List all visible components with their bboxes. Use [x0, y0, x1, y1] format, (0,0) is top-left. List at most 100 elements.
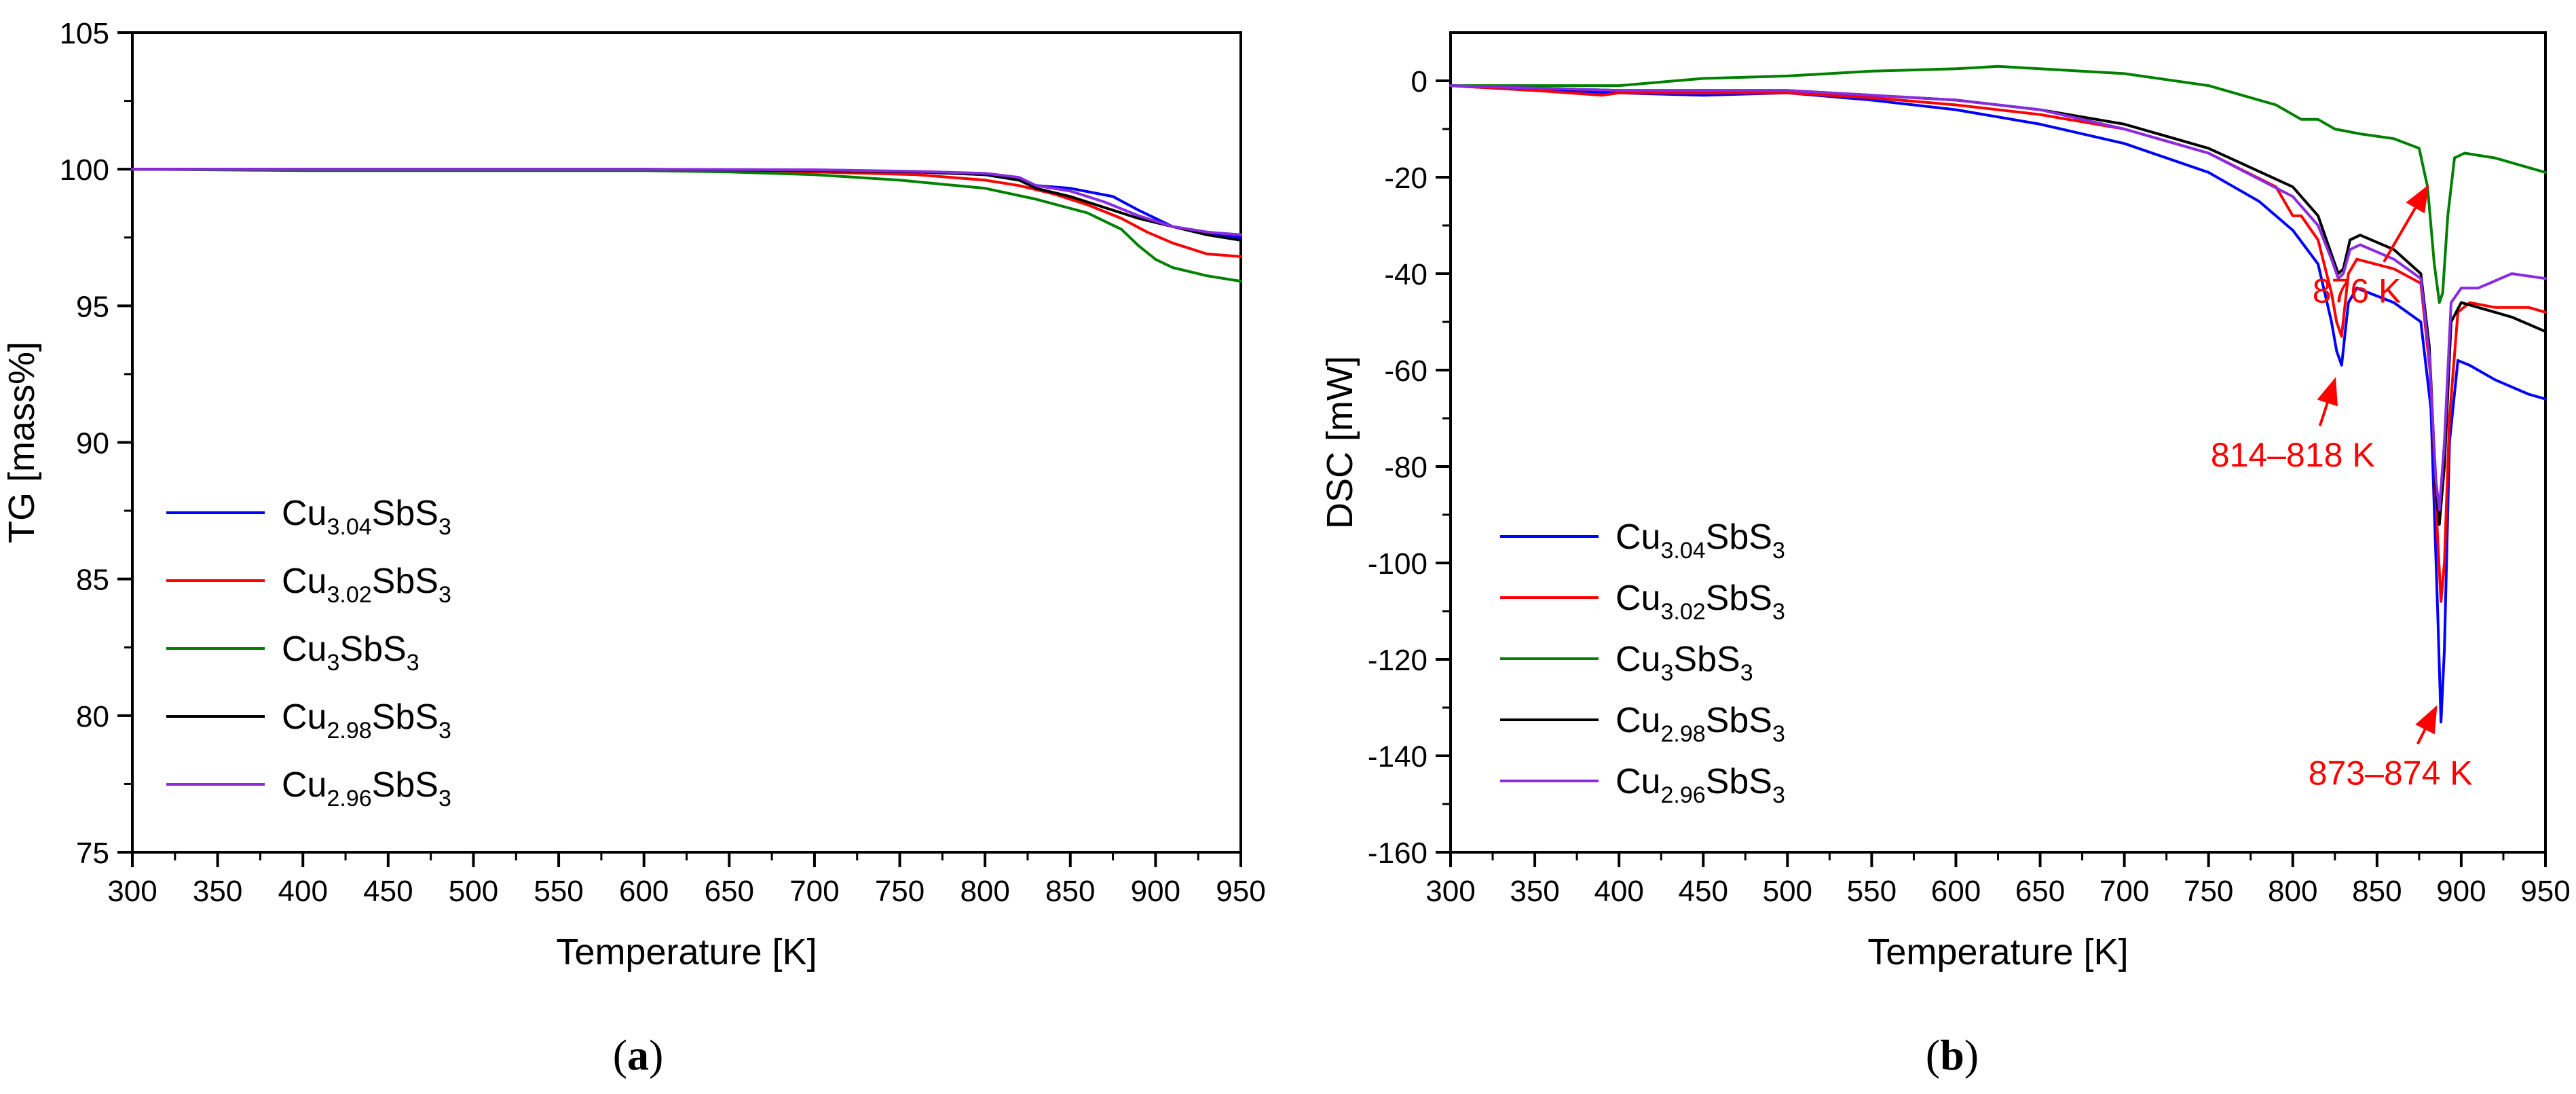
x-tick-label: 350: [193, 875, 242, 908]
x-tick-label: 700: [2099, 875, 2149, 908]
legend-label-sub: 3.02: [326, 582, 371, 608]
panel-label-letter: b: [1940, 1031, 1964, 1079]
x-tick-label: 950: [2520, 875, 2570, 908]
x-axis-title: Temperature [K]: [556, 932, 817, 972]
legend-label: Cu2.98SbS3: [282, 697, 451, 744]
x-tick-label: 750: [875, 875, 925, 908]
legend-label-tail: SbS: [372, 697, 438, 737]
x-tick-label: 300: [1425, 875, 1475, 908]
legend-label-main: Cu: [282, 630, 326, 669]
annotation-arrow: [2383, 184, 2429, 263]
series-line: [131, 168, 1242, 239]
legend-label-tail: SbS: [339, 630, 406, 669]
y-tick-label: -160: [1368, 837, 1427, 870]
legend-label-tail: SbS: [372, 562, 438, 601]
legend-label-main: Cu: [1616, 762, 1660, 801]
legend-label: Cu3.04SbS3: [282, 494, 451, 540]
legend-label-main: Cu: [282, 562, 326, 601]
legend-label-main: Cu: [1616, 640, 1660, 679]
series-line: [131, 168, 1242, 242]
x-tick-label: 350: [1510, 875, 1559, 908]
y-tick-label: 90: [76, 427, 109, 460]
y-tick-label: 75: [76, 837, 109, 870]
x-tick-label: 650: [705, 875, 754, 908]
annotation-label: 873–874 K: [2309, 754, 2473, 792]
x-tick-label: 450: [1679, 875, 1728, 908]
legend-label: Cu2.98SbS3: [1616, 701, 1785, 747]
legend-label-sub2: 3: [1772, 538, 1785, 564]
series-line: [131, 168, 1242, 236]
legend-label: Cu2.96SbS3: [1616, 762, 1785, 808]
legend-label-sub2: 3: [1772, 599, 1785, 625]
legend-label-sub: 3.04: [1660, 538, 1705, 564]
legend-label: Cu3SbS3: [282, 630, 419, 676]
x-tick-label: 300: [107, 875, 157, 908]
legend-label-main: Cu: [1616, 701, 1660, 740]
legend-label-tail: SbS: [372, 765, 438, 805]
legend-label-tail: SbS: [372, 494, 438, 533]
y-tick-label: -60: [1384, 354, 1427, 388]
legend-label-main: Cu: [1616, 517, 1660, 557]
y-tick-label: -100: [1368, 547, 1427, 581]
annotation-label: 814–818 K: [2211, 436, 2375, 474]
y-axis-title: TG [mass%]: [1, 342, 42, 543]
series-line: [131, 168, 1242, 258]
panel-a-tg-chart: 300 350 400 450 500 550 600 650 700 750 800 850 900 9…: [1, 17, 1266, 1079]
y-tick-label: 100: [60, 153, 109, 187]
legend-label-sub: 3: [1660, 660, 1673, 686]
legend-label-sub2: 3: [438, 786, 451, 812]
legend-label: Cu2.96SbS3: [282, 765, 451, 812]
legend-label-tail: SbS: [1706, 517, 1772, 557]
x-tick-label: 450: [363, 875, 413, 908]
legend-label: Cu3SbS3: [1616, 640, 1753, 686]
annotation-arrow: [2317, 377, 2338, 426]
legend-label: Cu3.04SbS3: [1616, 517, 1785, 564]
plot-frame: [1449, 31, 2547, 854]
panel-label: (b): [1926, 1031, 1979, 1079]
legend-label-sub: 2.98: [1660, 721, 1705, 747]
x-tick-label: 600: [1931, 875, 1981, 908]
x-tick-label: 400: [1594, 875, 1643, 908]
x-axis-title: Temperature [K]: [1867, 932, 2128, 972]
series-line: [1449, 84, 2547, 724]
y-tick-label: -20: [1384, 162, 1427, 195]
y-tick-label: 105: [60, 17, 109, 50]
y-axis-title: DSC [mW]: [1320, 356, 1360, 529]
legend-label-tail: SbS: [1706, 762, 1772, 801]
panel-label-letter: a: [627, 1031, 649, 1079]
y-tick-label: 95: [76, 290, 109, 323]
x-tick-label: 850: [2352, 875, 2402, 908]
annotation-label: 876 K: [2313, 272, 2402, 310]
panel-label: (a): [613, 1031, 664, 1079]
panel-label-close: ): [649, 1031, 663, 1079]
series-line: [1449, 84, 2547, 603]
legend-label: Cu3.02SbS3: [1616, 579, 1785, 625]
y-tick-label: -140: [1368, 740, 1427, 773]
series-line: [1449, 84, 2547, 511]
legend-label-sub2: 3: [407, 650, 419, 676]
legend-label-sub: 3: [326, 650, 339, 676]
x-tick-label: 900: [2436, 875, 2486, 908]
x-tick-label: 900: [1131, 875, 1180, 908]
legend-label-main: Cu: [282, 765, 326, 805]
x-tick-label: 750: [2184, 875, 2233, 908]
legend-label-sub2: 3: [1740, 660, 1753, 686]
legend-label-main: Cu: [282, 697, 326, 737]
legend-label-tail: SbS: [1706, 701, 1772, 740]
y-tick-label: 80: [76, 700, 109, 733]
y-tick-label: 0: [1411, 65, 1427, 98]
y-tick-label: -120: [1368, 644, 1427, 677]
x-tick-label: 850: [1045, 875, 1095, 908]
y-tick-label: -80: [1384, 451, 1427, 484]
legend-label-sub: 2.98: [326, 718, 371, 744]
series-line: [1449, 65, 2547, 304]
x-tick-label: 550: [1847, 875, 1897, 908]
annotation-arrow: [2415, 705, 2438, 745]
x-tick-label: 650: [2015, 875, 2065, 908]
x-tick-label: 400: [278, 875, 328, 908]
legend-label-main: Cu: [1616, 579, 1660, 618]
x-tick-label: 550: [534, 875, 583, 908]
series-line: [131, 168, 1242, 283]
legend-label-sub2: 3: [1772, 782, 1785, 808]
